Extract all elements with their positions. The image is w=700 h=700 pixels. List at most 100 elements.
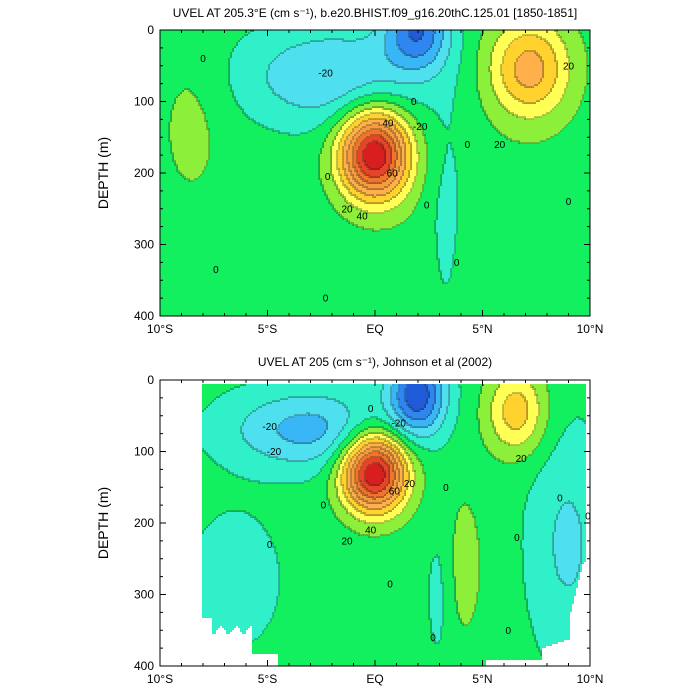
contour-line <box>432 36 434 38</box>
contour-line <box>396 38 398 40</box>
contour-band <box>442 174 459 177</box>
contour-band <box>586 390 590 393</box>
contour-band <box>386 476 391 479</box>
contour-band <box>390 458 395 461</box>
contour-band <box>390 176 397 179</box>
contour-band <box>438 256 455 259</box>
contour-line <box>410 190 412 192</box>
contour-line <box>340 216 342 218</box>
contour-band <box>464 34 483 37</box>
contour-band <box>356 492 363 495</box>
contour-line <box>586 62 588 64</box>
contour-band <box>382 136 391 139</box>
contour-line <box>416 168 418 170</box>
contour-band <box>454 154 590 157</box>
contour-band <box>436 392 443 395</box>
contour-line <box>476 78 478 80</box>
contour-line <box>394 164 396 166</box>
contour-band <box>424 184 443 187</box>
contour-band <box>234 94 277 97</box>
contour-line <box>290 134 292 136</box>
contour-band <box>406 460 413 463</box>
contour-line <box>528 118 530 120</box>
contour-line <box>362 186 364 188</box>
contour-line <box>374 92 376 94</box>
contour-band <box>478 76 493 79</box>
contour-band <box>356 188 369 191</box>
contour-band <box>482 106 505 109</box>
contour-band <box>584 98 590 101</box>
contour-band <box>492 82 505 85</box>
contour-band <box>408 386 429 389</box>
contour-band <box>160 404 203 407</box>
contour-band <box>452 272 590 275</box>
contour-band <box>160 162 177 165</box>
contour-band <box>348 482 353 485</box>
contour-line <box>386 100 388 102</box>
contour-label: -20 <box>318 68 333 79</box>
contour-line <box>338 168 340 170</box>
contour-band <box>346 140 353 143</box>
contour-line <box>450 36 452 38</box>
contour-line <box>368 168 370 170</box>
contour-band <box>172 120 207 123</box>
contour-line <box>510 92 512 94</box>
contour-band <box>518 80 543 83</box>
contour-band <box>334 454 341 457</box>
contour-band <box>352 440 359 443</box>
contour-band <box>488 118 527 121</box>
contour-line <box>360 176 362 178</box>
contour-band <box>336 484 343 487</box>
contour-band <box>426 480 537 483</box>
contour-line <box>384 50 386 52</box>
contour-band <box>400 384 409 387</box>
contour-line <box>368 202 370 204</box>
contour-band <box>504 32 559 35</box>
contour-band <box>442 386 451 389</box>
contour-line <box>422 34 424 36</box>
contour-line <box>452 98 454 100</box>
contour-band <box>450 388 463 391</box>
contour-line <box>584 88 586 90</box>
contour-line <box>236 100 238 102</box>
contour-band <box>202 420 247 423</box>
contour-band <box>160 488 203 491</box>
contour-line <box>404 108 406 110</box>
contour-line <box>450 38 452 40</box>
contour-band <box>202 454 209 457</box>
contour-line <box>390 172 392 174</box>
contour-band <box>354 122 363 125</box>
contour-line <box>354 106 356 108</box>
contour-band <box>458 186 590 189</box>
contour-line <box>538 116 540 118</box>
contour-line <box>362 96 364 98</box>
contour-line <box>278 130 280 132</box>
contour-band <box>560 36 583 39</box>
contour-band <box>244 438 285 441</box>
contour-line <box>366 164 368 166</box>
contour-band <box>366 450 387 453</box>
contour-line <box>484 114 486 116</box>
contour-line <box>280 132 282 134</box>
contour-line <box>560 40 562 42</box>
contour-band <box>240 386 385 389</box>
contour-band <box>454 256 590 259</box>
contour-band <box>566 46 587 49</box>
contour-band <box>192 92 235 95</box>
contour-band <box>408 486 415 489</box>
contour-line <box>348 164 350 166</box>
contour-band <box>160 308 590 311</box>
contour-band <box>504 60 519 63</box>
contour-line <box>438 270 440 272</box>
contour-band <box>410 112 437 115</box>
contour-line <box>426 80 428 82</box>
contour-line <box>478 44 480 46</box>
contour-line <box>400 158 402 160</box>
contour-band <box>442 398 451 401</box>
contour-band <box>414 434 435 437</box>
contour-band <box>458 196 590 199</box>
contour-line <box>458 68 460 70</box>
contour-band <box>404 476 411 479</box>
contour-band <box>378 142 389 145</box>
contour-line <box>580 34 582 36</box>
